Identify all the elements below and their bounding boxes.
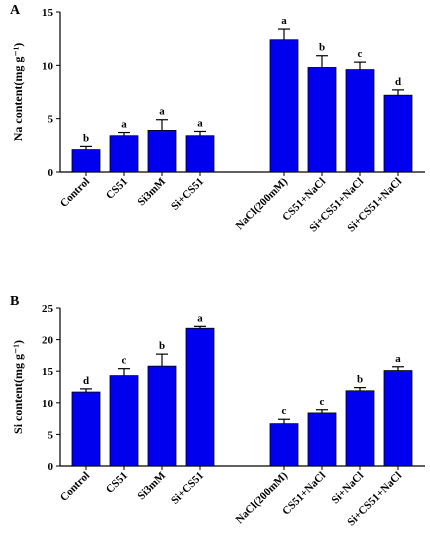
significance-letter: a <box>197 312 203 324</box>
y-tick-label: 15 <box>42 7 54 19</box>
y-tick-label: 0 <box>48 167 54 179</box>
bar <box>71 391 101 467</box>
significance-letter: b <box>83 132 89 144</box>
bar <box>147 365 177 467</box>
significance-letter: a <box>197 117 203 129</box>
panel-b: B Si content(mg g⁻¹) 0 5 10 15 20 25 d Control c CS… <box>10 294 425 528</box>
y-tick-label: 5 <box>48 429 54 441</box>
significance-letter: d <box>83 375 89 387</box>
significance-letter: c <box>320 396 325 408</box>
category-label: Control <box>58 470 92 504</box>
significance-letter: a <box>395 353 401 365</box>
bar <box>345 69 375 173</box>
y-tick-label: 0 <box>48 461 54 473</box>
y-tick-label: 20 <box>42 335 54 347</box>
y-tick-label: 25 <box>42 303 54 315</box>
category-label: CS51 <box>104 470 130 496</box>
significance-letter: b <box>357 374 363 386</box>
bar <box>307 67 337 173</box>
y-tick-label: 15 <box>42 366 54 378</box>
y-axis-label: Na content(mg g⁻¹) <box>11 43 25 142</box>
panel-a: A Na content(mg g⁻¹) 0 5 10 15 b Control a CS51 a S… <box>10 3 425 234</box>
significance-letter: d <box>395 76 401 88</box>
bar <box>109 135 139 173</box>
category-label: Si+CS51 <box>169 470 206 507</box>
panel-letter: B <box>10 294 19 309</box>
y-axis-label: Si content(mg g⁻¹) <box>11 340 25 434</box>
bar <box>185 135 215 173</box>
bar <box>383 370 413 467</box>
y-tick-label: 5 <box>48 114 54 126</box>
significance-letter: a <box>121 119 127 131</box>
bar <box>383 94 413 173</box>
category-label: CS51 <box>104 176 130 202</box>
y-tick-label: 10 <box>42 60 54 72</box>
significance-letter: c <box>122 355 127 367</box>
significance-letter: b <box>319 42 325 54</box>
bar <box>269 39 299 173</box>
category-label: NaCl(200mM) <box>234 175 291 232</box>
y-tick-label: 10 <box>42 398 54 410</box>
category-label: Si+NaCl <box>329 470 366 507</box>
bar <box>307 412 337 467</box>
bar <box>345 390 375 467</box>
category-label: Si3mM <box>135 175 168 208</box>
significance-letter: a <box>281 15 287 27</box>
category-label: Si+CS51 <box>169 176 206 213</box>
category-label: Control <box>58 176 92 210</box>
bar <box>71 149 101 173</box>
bar <box>269 423 299 467</box>
significance-letter: b <box>159 340 165 352</box>
significance-letter: c <box>282 405 287 417</box>
panel-letter: A <box>10 3 21 18</box>
significance-letter: a <box>159 106 165 118</box>
significance-letter: c <box>358 48 363 60</box>
bar <box>147 129 177 173</box>
bar <box>109 375 139 467</box>
bar <box>185 327 215 467</box>
category-label: Si3mM <box>135 469 168 502</box>
category-label: NaCl(200mM) <box>234 469 291 526</box>
